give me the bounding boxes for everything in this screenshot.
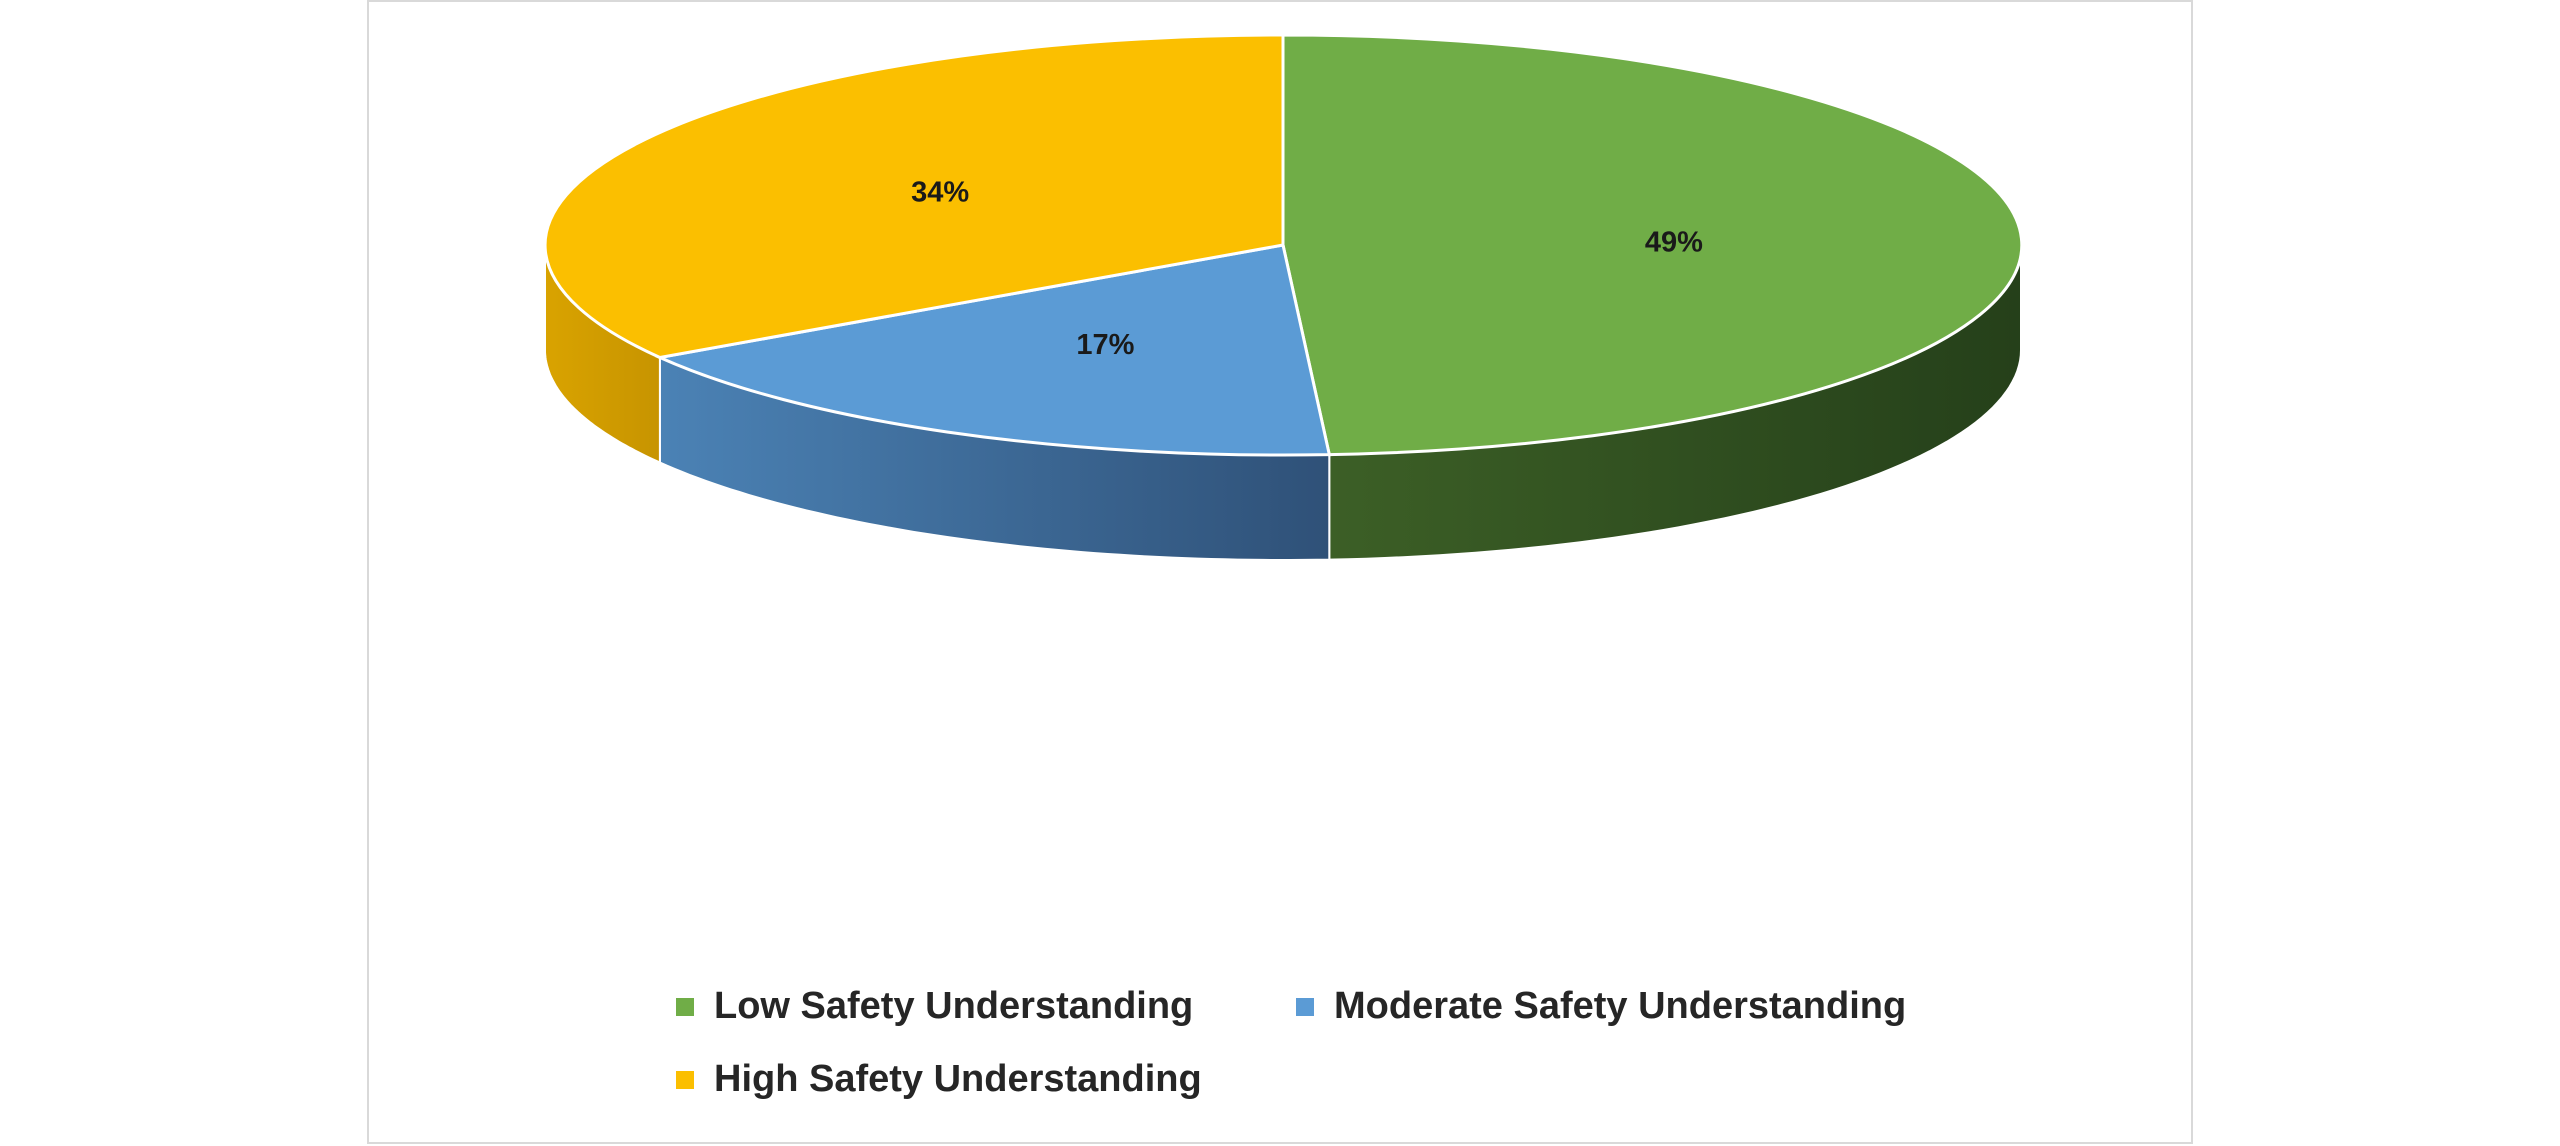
legend-swatch-low	[676, 997, 694, 1016]
legend-swatch-high	[676, 1070, 694, 1089]
legend-label-moderate: Moderate Safety Understanding	[1334, 985, 1907, 1027]
pie-slice-high	[543, 33, 1285, 360]
legend-item-low: Low Safety Understanding	[676, 985, 1193, 1028]
pie-slice-low	[1281, 33, 2024, 457]
legend-label-low: Low Safety Understanding	[714, 985, 1194, 1027]
data-label-high: 34%	[911, 176, 969, 208]
legend-item-high: High Safety Understanding	[676, 1058, 1202, 1101]
legend-label-high: High Safety Understanding	[714, 1058, 1202, 1100]
legend: Low Safety Understanding Moderate Safety…	[676, 985, 1976, 1115]
legend-item-moderate: Moderate Safety Understanding	[1296, 985, 1906, 1028]
legend-swatch-moderate	[1296, 997, 1314, 1016]
pie-slice-moderate	[654, 243, 1332, 457]
data-label-moderate: 17%	[1076, 329, 1134, 361]
data-label-low: 49%	[1645, 227, 1703, 259]
